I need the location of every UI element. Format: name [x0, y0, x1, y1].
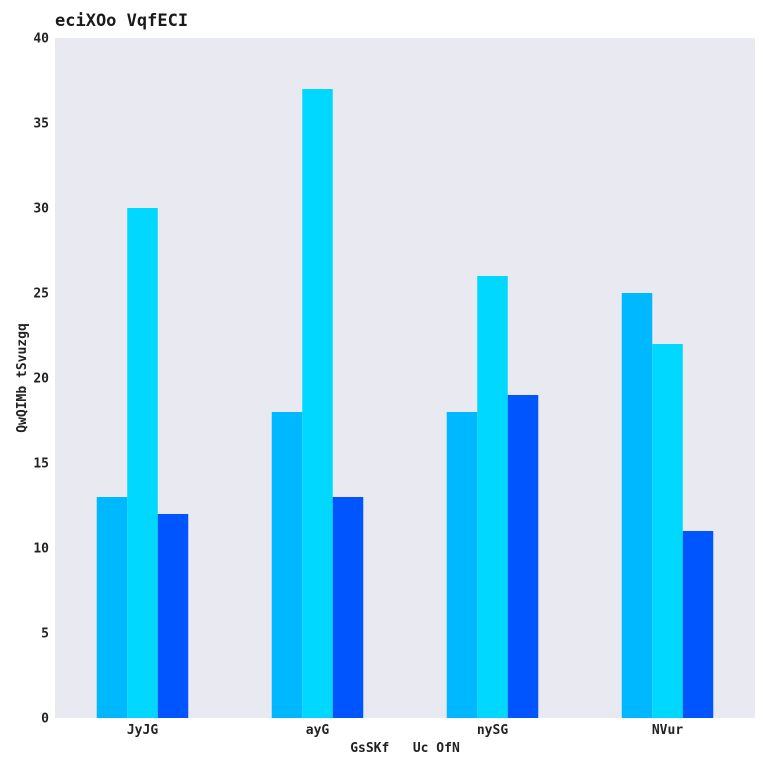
y-tick-label: 35 [33, 117, 49, 132]
bar [157, 514, 189, 718]
y-tick-label: 40 [33, 32, 49, 47]
x-tick-label: ayG [306, 723, 330, 738]
y-tick-label: 20 [33, 372, 49, 387]
bar [621, 293, 653, 718]
y-tick-label: 10 [33, 542, 49, 557]
bar [271, 412, 303, 718]
y-tick-label: 25 [33, 287, 49, 302]
bar [127, 208, 158, 718]
y-tick-label: 0 [41, 712, 49, 727]
x-tick-label: NVur [652, 723, 683, 738]
bar [96, 497, 128, 718]
bar [332, 497, 364, 718]
y-tick-label: 15 [33, 457, 49, 472]
bar [446, 412, 478, 718]
y-axis-ticks: 0 5 10 15 20 25 30 35 40 [33, 32, 49, 727]
x-tick-label: JyJG [127, 723, 158, 738]
x-tick-label: nySG [477, 723, 508, 738]
y-tick-label: 30 [33, 202, 49, 217]
bar [302, 89, 333, 718]
bar-series-group [96, 89, 714, 718]
x-axis-label: GsSKf Uc OfN [350, 741, 460, 756]
bar [477, 276, 508, 718]
chart-title: eciXOo VqfECI [55, 11, 188, 31]
bar [682, 531, 714, 718]
y-axis-label: QwQIMb tSvuzgq [15, 323, 30, 433]
bar [507, 395, 539, 718]
y-tick-label: 5 [41, 627, 49, 642]
x-axis-ticks: JyJG ayG nySG NVur [127, 723, 683, 738]
bar [652, 344, 683, 718]
